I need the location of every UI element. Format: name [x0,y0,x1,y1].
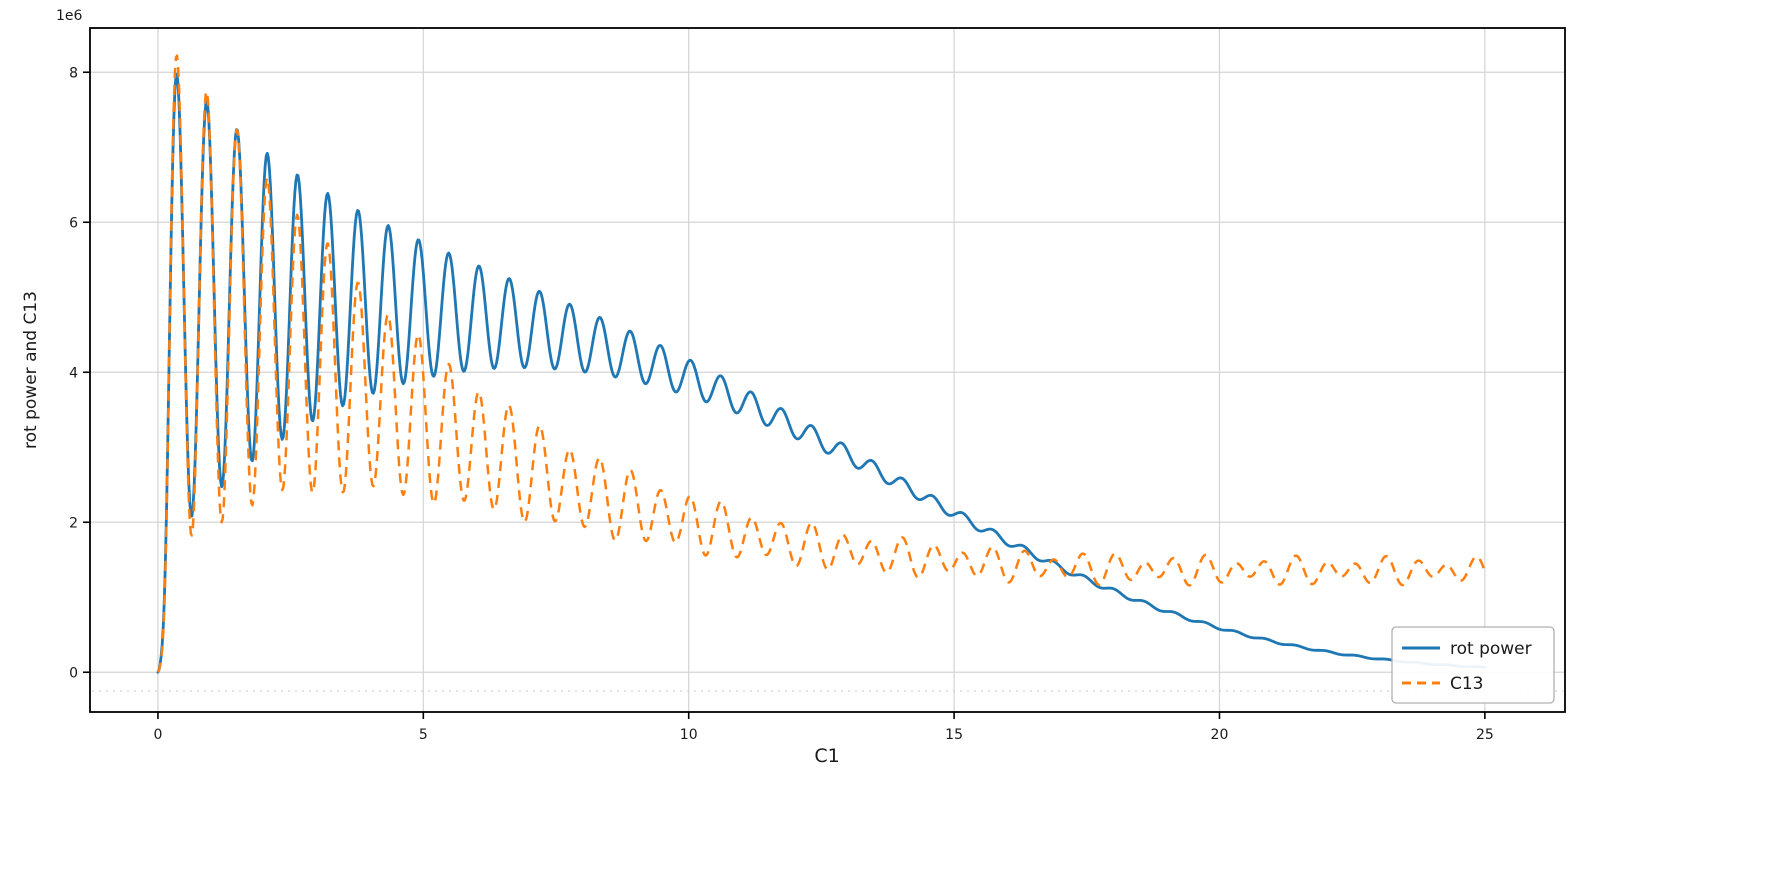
series-layer [156,54,1487,674]
legend: rot power C13 [1391,626,1555,704]
series-line-c13 [156,54,1487,673]
y-tick-label: 4 [69,365,78,381]
x-tick-label: 10 [680,727,698,743]
y-axis-label: rot power and C13 [21,291,41,449]
series-line-rot-power [156,72,1487,674]
x-axis-label: C1 [814,745,839,767]
axes-border [89,27,1566,713]
x-tick-label: 25 [1476,727,1494,743]
y-axis-offset-text: 1e6 [56,8,83,24]
y-tick-label: 6 [69,215,78,231]
grid-layer [90,28,1565,712]
legend-label-c13: C13 [1450,674,1484,694]
labels-layer: C1 rot power and C13 1e6 [21,8,840,767]
ticks-layer: 0 5 10 15 20 25 0 2 4 6 8 [69,65,1494,743]
y-tick-label: 8 [69,65,78,81]
x-tick-label: 5 [419,727,428,743]
x-tick-label: 0 [153,727,162,743]
x-tick-label: 15 [945,727,963,743]
y-tick-label: 2 [69,515,78,531]
legend-label-rot-power: rot power [1450,639,1532,659]
y-tick-label: 0 [69,665,78,681]
x-tick-label: 20 [1211,727,1229,743]
